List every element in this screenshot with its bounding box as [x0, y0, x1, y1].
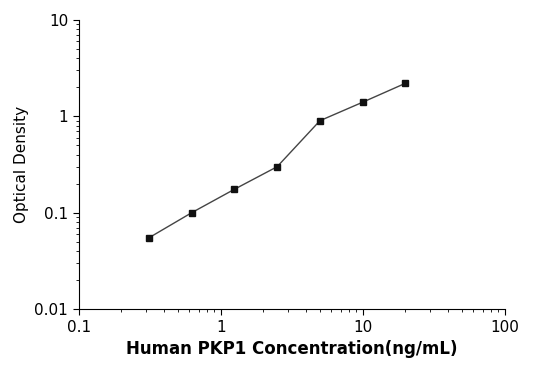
Y-axis label: Optical Density: Optical Density: [14, 106, 29, 223]
X-axis label: Human PKP1 Concentration(ng/mL): Human PKP1 Concentration(ng/mL): [126, 340, 457, 358]
